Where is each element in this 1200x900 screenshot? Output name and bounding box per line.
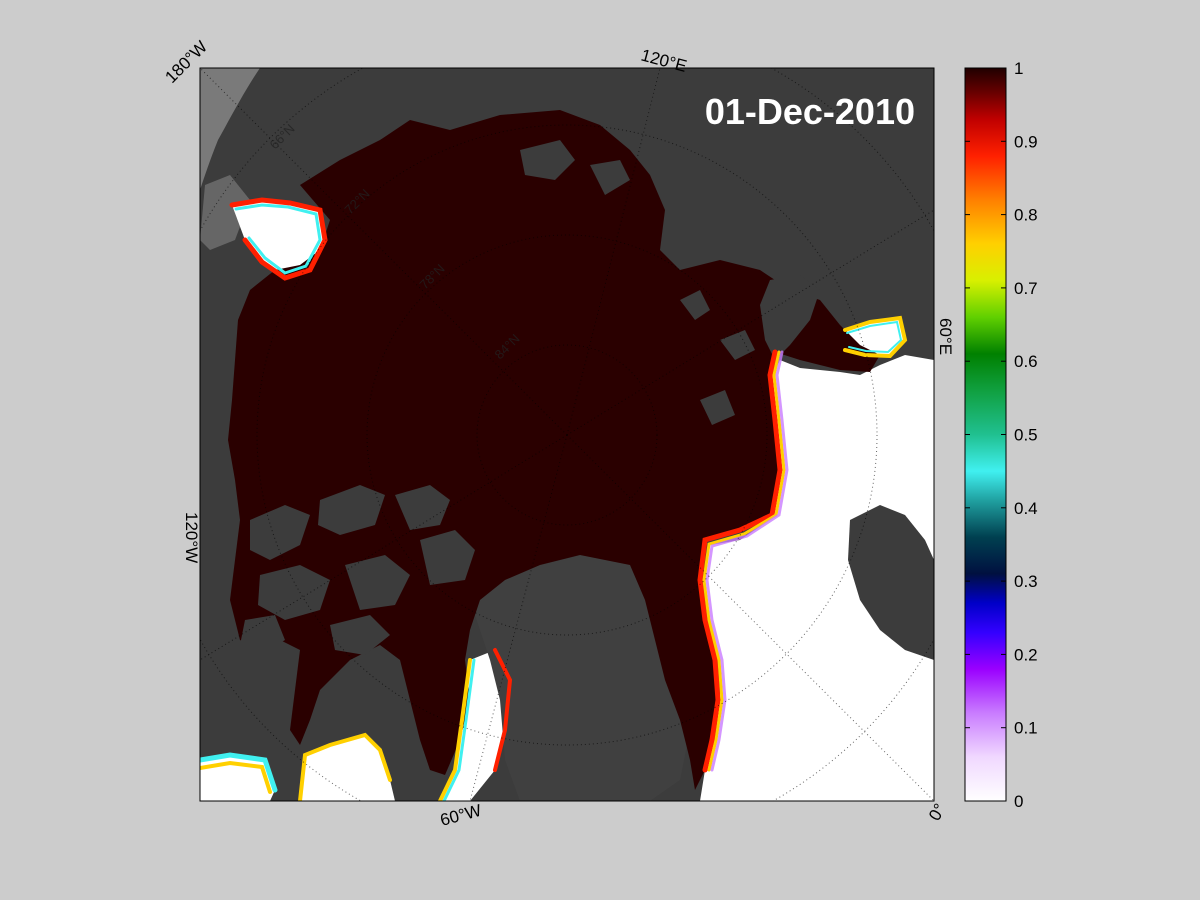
colorbar-tick-label: 0 <box>1014 792 1023 811</box>
lon-label-60e: 60°E <box>936 318 955 355</box>
colorbar: 0 0.1 0.2 0.3 0.4 0.5 0.6 0.7 0.8 0.9 1 <box>965 59 1038 811</box>
colorbar-tick-label: 1 <box>1014 59 1023 78</box>
lon-label-60w: 60°W <box>438 801 483 830</box>
colorbar-tick-label: 0.2 <box>1014 645 1038 664</box>
polar-map: 66°N 72°N 78°N 84°N 01-Dec-2010 <box>147 15 987 855</box>
lon-label-0: 0° <box>925 800 950 824</box>
date-stamp: 01-Dec-2010 <box>705 91 915 132</box>
colorbar-tick-label: 0.8 <box>1014 206 1038 225</box>
colorbar-gradient <box>965 68 1006 801</box>
colorbar-tick-label: 0.6 <box>1014 352 1038 371</box>
colorbar-tick-label: 0.5 <box>1014 426 1038 445</box>
colorbar-tick-label: 0.9 <box>1014 132 1038 151</box>
colorbar-tick-label: 0.3 <box>1014 572 1038 591</box>
colorbar-tick-label: 0.7 <box>1014 279 1038 298</box>
colorbar-tick-label: 0.1 <box>1014 719 1038 738</box>
colorbar-tick-label: 0.4 <box>1014 499 1038 518</box>
lon-label-120w: 120°W <box>182 512 201 563</box>
